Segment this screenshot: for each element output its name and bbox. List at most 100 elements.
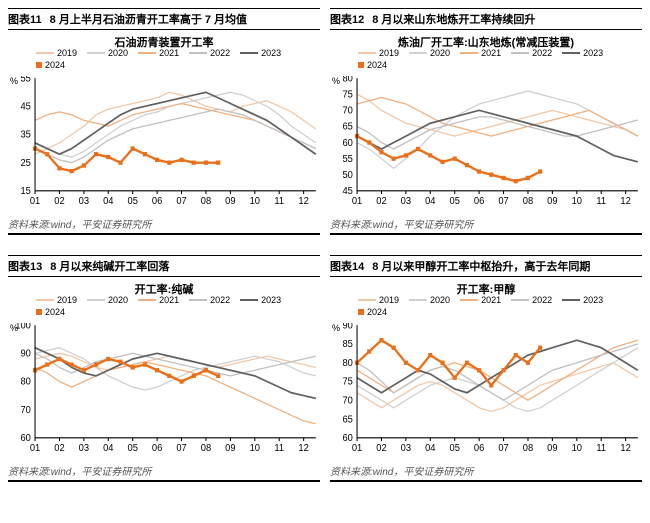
panel-number: 图表12 bbox=[330, 11, 364, 27]
svg-text:06: 06 bbox=[474, 443, 484, 453]
svg-text:01: 01 bbox=[352, 196, 362, 206]
legend-item-2019: 2019 bbox=[358, 48, 399, 58]
svg-text:70: 70 bbox=[342, 105, 352, 116]
svg-text:60: 60 bbox=[342, 138, 352, 149]
legend-item-2020: 2020 bbox=[87, 295, 128, 305]
svg-text:70: 70 bbox=[20, 405, 30, 416]
plot-svg: 60657075808590 010203040506070809101112 bbox=[330, 323, 642, 453]
svg-text:55: 55 bbox=[342, 154, 352, 165]
svg-text:08: 08 bbox=[201, 443, 211, 453]
panel-number: 图表14 bbox=[330, 258, 364, 274]
legend: 2019 2020 2021 2022 2023 2024 bbox=[36, 295, 316, 317]
svg-text:10: 10 bbox=[572, 443, 582, 453]
legend-label: 2022 bbox=[210, 48, 230, 58]
legend-item-2024: 2024 bbox=[36, 60, 65, 70]
svg-text:08: 08 bbox=[523, 443, 533, 453]
svg-text:01: 01 bbox=[352, 443, 362, 453]
svg-text:06: 06 bbox=[474, 196, 484, 206]
svg-text:06: 06 bbox=[152, 196, 162, 206]
legend-label: 2024 bbox=[367, 60, 387, 70]
svg-text:70: 70 bbox=[342, 395, 352, 406]
legend-label: 2024 bbox=[45, 307, 65, 317]
legend: 2019 2020 2021 2022 2023 2024 bbox=[358, 295, 638, 317]
panel-title: 8 月上半月石油沥青开工率高于 7 月均值 bbox=[50, 11, 247, 27]
chart: 开工率:甲醇 2019 2020 2021 2022 2023 2024 % bbox=[330, 281, 642, 461]
panel-title: 8 月以来山东地炼开工率持续回升 bbox=[372, 11, 535, 27]
svg-text:90: 90 bbox=[20, 348, 30, 359]
legend-item-2023: 2023 bbox=[562, 48, 603, 58]
legend-label: 2019 bbox=[57, 295, 77, 305]
legend-item-2021: 2021 bbox=[138, 48, 179, 58]
svg-text:04: 04 bbox=[103, 443, 114, 453]
svg-text:03: 03 bbox=[401, 443, 411, 453]
panel-header: 图表12 8 月以来山东地炼开工率持续回升 bbox=[330, 8, 642, 30]
svg-text:12: 12 bbox=[620, 196, 630, 206]
svg-text:10: 10 bbox=[250, 443, 260, 453]
svg-text:08: 08 bbox=[201, 196, 211, 206]
legend-item-2020: 2020 bbox=[87, 48, 128, 58]
svg-text:85: 85 bbox=[342, 339, 352, 350]
legend-label: 2023 bbox=[583, 295, 603, 305]
svg-text:08: 08 bbox=[523, 196, 533, 206]
svg-text:10: 10 bbox=[572, 196, 582, 206]
source-text: 资料来源:wind，平安证券研究所 bbox=[330, 461, 642, 482]
legend-item-2021: 2021 bbox=[460, 295, 501, 305]
legend-label: 2019 bbox=[379, 48, 399, 58]
panel-number: 图表13 bbox=[8, 258, 42, 274]
svg-text:05: 05 bbox=[450, 443, 460, 453]
svg-text:07: 07 bbox=[176, 196, 186, 206]
svg-text:03: 03 bbox=[401, 196, 411, 206]
svg-text:80: 80 bbox=[20, 377, 30, 388]
legend-label: 2024 bbox=[367, 307, 387, 317]
svg-text:12: 12 bbox=[620, 443, 630, 453]
svg-text:65: 65 bbox=[342, 122, 352, 133]
svg-text:05: 05 bbox=[450, 196, 460, 206]
svg-text:11: 11 bbox=[274, 443, 284, 453]
legend-item-2023: 2023 bbox=[240, 295, 281, 305]
legend-label: 2019 bbox=[379, 295, 399, 305]
legend-label: 2022 bbox=[210, 295, 230, 305]
legend-label: 2021 bbox=[481, 48, 501, 58]
svg-text:02: 02 bbox=[376, 443, 386, 453]
svg-text:07: 07 bbox=[498, 443, 508, 453]
chart: 石油沥青装置开工率 2019 2020 2021 2022 2023 2024 … bbox=[8, 34, 320, 214]
legend-label: 2021 bbox=[481, 295, 501, 305]
svg-text:12: 12 bbox=[298, 443, 308, 453]
legend-label: 2022 bbox=[532, 48, 552, 58]
svg-text:65: 65 bbox=[342, 414, 352, 425]
plot-svg: 4550556065707580 01020304050607080910111… bbox=[330, 76, 642, 206]
legend: 2019 2020 2021 2022 2023 2024 bbox=[358, 48, 638, 70]
svg-text:11: 11 bbox=[274, 196, 284, 206]
source-text: 资料来源:wind，平安证券研究所 bbox=[330, 214, 642, 235]
legend-item-2024: 2024 bbox=[358, 307, 387, 317]
legend-item-2022: 2022 bbox=[511, 48, 552, 58]
svg-text:11: 11 bbox=[596, 443, 606, 453]
svg-text:80: 80 bbox=[342, 76, 352, 84]
legend-label: 2024 bbox=[45, 60, 65, 70]
panel-header: 图表11 8 月上半月石油沥青开工率高于 7 月均值 bbox=[8, 8, 320, 30]
svg-text:04: 04 bbox=[425, 196, 436, 206]
source-text: 资料来源:wind，平安证券研究所 bbox=[8, 461, 320, 482]
svg-text:75: 75 bbox=[342, 89, 352, 100]
svg-text:07: 07 bbox=[498, 196, 508, 206]
legend-item-2024: 2024 bbox=[358, 60, 387, 70]
legend-label: 2020 bbox=[108, 295, 128, 305]
legend-item-2022: 2022 bbox=[189, 295, 230, 305]
svg-text:10: 10 bbox=[250, 196, 260, 206]
legend-label: 2020 bbox=[108, 48, 128, 58]
svg-text:90: 90 bbox=[342, 323, 352, 331]
legend-item-2022: 2022 bbox=[189, 48, 230, 58]
legend-item-2019: 2019 bbox=[358, 295, 399, 305]
plot-svg: 60708090100 010203040506070809101112 bbox=[8, 323, 320, 453]
legend: 2019 2020 2021 2022 2023 2024 bbox=[36, 48, 316, 70]
panel-title: 8 月以来甲醇开工率中枢抬升，高于去年同期 bbox=[372, 258, 590, 274]
legend-label: 2020 bbox=[430, 48, 450, 58]
svg-text:25: 25 bbox=[20, 158, 30, 169]
panel-p14: 图表14 8 月以来甲醇开工率中枢抬升，高于去年同期 开工率:甲醇 2019 2… bbox=[330, 255, 642, 482]
chart: 开工率:纯碱 2019 2020 2021 2022 2023 2024 % bbox=[8, 281, 320, 461]
svg-text:12: 12 bbox=[298, 196, 308, 206]
svg-text:09: 09 bbox=[225, 196, 235, 206]
svg-text:05: 05 bbox=[128, 196, 138, 206]
legend-item-2023: 2023 bbox=[562, 295, 603, 305]
svg-text:35: 35 bbox=[20, 130, 30, 141]
